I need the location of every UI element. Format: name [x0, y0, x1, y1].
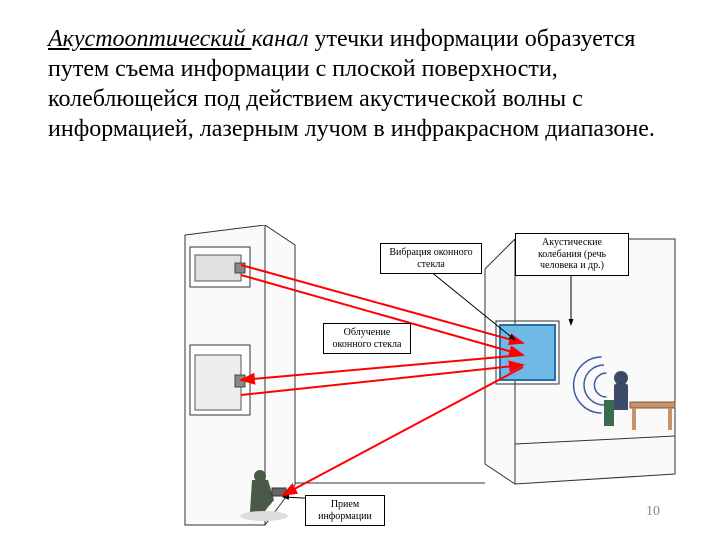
paragraph: Акустооптический канал утечки информации… — [48, 24, 668, 144]
label-irradiation: Облучение оконного стекла — [323, 323, 411, 354]
label-reception: Прием информации — [305, 495, 385, 526]
label-vibration: Вибрация оконного стекла — [380, 243, 482, 274]
diagram-container: Вибрация оконного стекла Акустические ко… — [155, 225, 680, 530]
term-italic: канал — [252, 26, 309, 52]
label-acoustic: Акустические колебания (речь человека и … — [515, 233, 629, 276]
term-underlined: Акустооптический — [48, 26, 252, 52]
page-number: 10 — [646, 504, 660, 520]
